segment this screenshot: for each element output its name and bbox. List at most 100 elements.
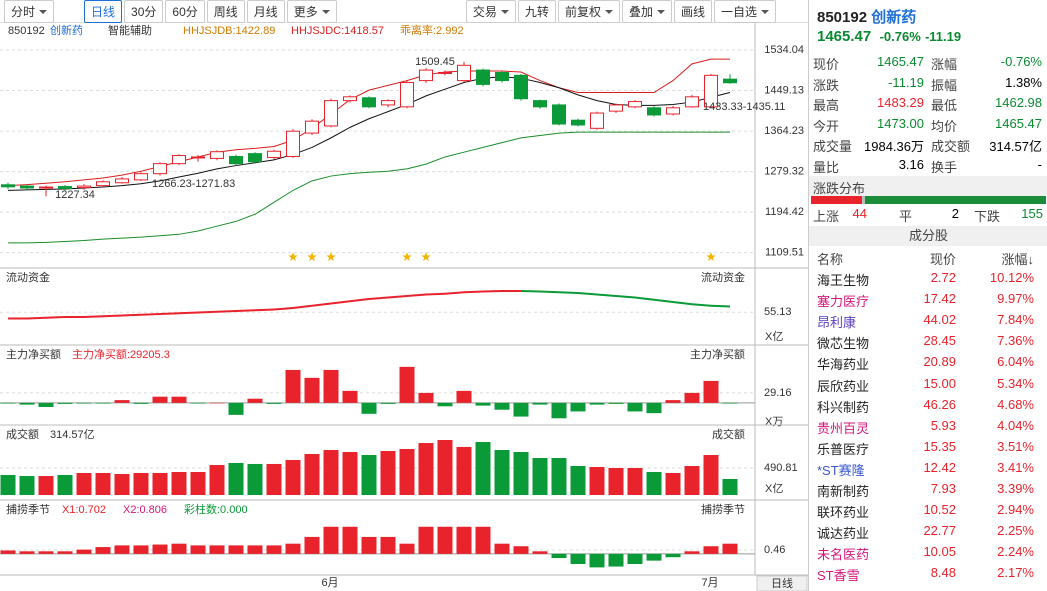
tab[interactable]: 30分 <box>124 0 164 23</box>
bar <box>19 476 35 495</box>
table-cell[interactable]: *ST赛隆 <box>817 462 865 478</box>
bar <box>722 402 738 404</box>
bar <box>247 463 263 495</box>
distribution-count: 155 <box>1021 206 1043 221</box>
tool[interactable]: 前复权 <box>557 0 620 23</box>
bar <box>133 473 149 495</box>
field-label: 最低 <box>931 98 958 113</box>
annotation: 1509.45 <box>415 56 455 68</box>
flow-segment <box>425 292 446 296</box>
bar <box>0 474 16 495</box>
bar <box>209 402 225 404</box>
table-cell: 7.36% <box>997 333 1034 349</box>
tab[interactable]: 更多 <box>286 0 337 23</box>
bar <box>133 545 149 554</box>
tab[interactable]: 周线 <box>206 0 245 23</box>
table-cell[interactable]: 科兴制药 <box>817 399 870 415</box>
bar <box>684 392 700 403</box>
table-cell: 10.52 <box>923 502 956 518</box>
bar <box>266 463 282 495</box>
candle-body <box>153 163 167 175</box>
tool[interactable]: 画线 <box>673 0 712 23</box>
table-cell[interactable]: 塞力医疗 <box>817 294 870 310</box>
candle-body <box>666 107 680 115</box>
x-tick-label: 6月 <box>321 577 338 589</box>
bar <box>570 402 586 412</box>
table-cell: 15.00 <box>923 375 956 391</box>
flow-segment <box>311 302 332 307</box>
tab[interactable]: 60分 <box>165 0 205 23</box>
tab[interactable]: 分时 <box>4 0 55 23</box>
quote-title: 850192 创新药 <box>817 6 916 27</box>
y-tick-label: 55.13 <box>764 306 792 318</box>
bar <box>551 457 567 495</box>
flow-segment <box>273 307 294 311</box>
table-header[interactable]: 涨幅↓ <box>1001 252 1034 267</box>
table-cell: 28.45 <box>923 333 956 349</box>
field-value: -0.76% <box>1000 54 1042 69</box>
bar <box>437 440 453 495</box>
panel-title: 流动资金 <box>6 270 50 284</box>
table-cell: 10.05 <box>923 544 956 560</box>
tool[interactable]: 叠加 <box>621 0 672 23</box>
field-value: 1465.47 <box>995 115 1042 131</box>
unit-label: X万 <box>765 416 783 428</box>
flow-segment <box>653 298 674 303</box>
table-cell[interactable]: 乐普医疗 <box>817 441 870 457</box>
tab[interactable]: 月线 <box>246 0 285 23</box>
bar <box>38 476 54 495</box>
field-label: 成交量 <box>813 139 853 154</box>
table-cell[interactable]: 昂利康 <box>817 315 857 331</box>
bar <box>304 377 320 403</box>
table-cell: 8.48 <box>930 565 956 581</box>
flow-segment <box>615 295 636 299</box>
table-cell: 9.97% <box>997 291 1034 307</box>
bar <box>247 545 263 554</box>
table-cell: 3.39% <box>997 481 1034 496</box>
bar <box>285 543 301 554</box>
distribution-count: 2 <box>951 206 959 221</box>
price: 1465.47 <box>817 28 872 45</box>
candle-body <box>58 186 72 189</box>
bar <box>418 443 434 495</box>
table-cell[interactable]: 诚达药业 <box>817 526 870 542</box>
table-cell[interactable]: ST香雪 <box>817 568 860 584</box>
table-cell: 7.84% <box>997 312 1034 328</box>
table-cell[interactable]: 华海药业 <box>817 357 870 373</box>
bar <box>608 402 624 404</box>
flow-segment <box>140 313 161 316</box>
table-cell[interactable]: 未名医药 <box>817 547 870 563</box>
bar <box>627 553 643 564</box>
table-cell[interactable]: 微芯生物 <box>817 336 870 352</box>
candle-body <box>628 101 642 108</box>
tool[interactable]: 交易 <box>465 0 516 23</box>
tab[interactable]: 日线 <box>84 0 123 23</box>
table-cell[interactable]: 联环药业 <box>817 505 870 521</box>
candle-body <box>685 96 699 108</box>
bar <box>0 550 16 554</box>
table-cell[interactable]: 贵州百灵 <box>817 420 870 436</box>
bar <box>209 465 225 495</box>
panel-subtitle: 主力净买额:29205.3 <box>72 347 170 361</box>
panel-title-right: 流动资金 <box>701 270 745 284</box>
panel-title: 成交额 <box>6 427 39 441</box>
bar <box>703 380 719 403</box>
table-cell: 20.89 <box>923 354 956 370</box>
bar <box>399 366 415 403</box>
table-cell[interactable]: 南新制药 <box>817 484 870 499</box>
table-cell: 2.72 <box>930 270 956 285</box>
flow-segment <box>368 296 389 300</box>
table-cell[interactable]: 辰欣药业 <box>817 378 870 394</box>
flow-segment <box>596 293 617 297</box>
bar <box>38 402 54 407</box>
bar <box>399 449 415 495</box>
tool[interactable]: 一自选 <box>713 0 776 23</box>
field-value: 1483.29 <box>877 95 924 110</box>
table-cell[interactable]: 海王生物 <box>817 273 870 288</box>
bar <box>513 402 529 417</box>
annotation: 1433.33-1435.11 <box>703 101 785 113</box>
tool[interactable]: 九转 <box>517 0 556 23</box>
bar <box>152 544 168 554</box>
table-cell: 2.25% <box>997 523 1034 539</box>
bar <box>494 450 510 495</box>
